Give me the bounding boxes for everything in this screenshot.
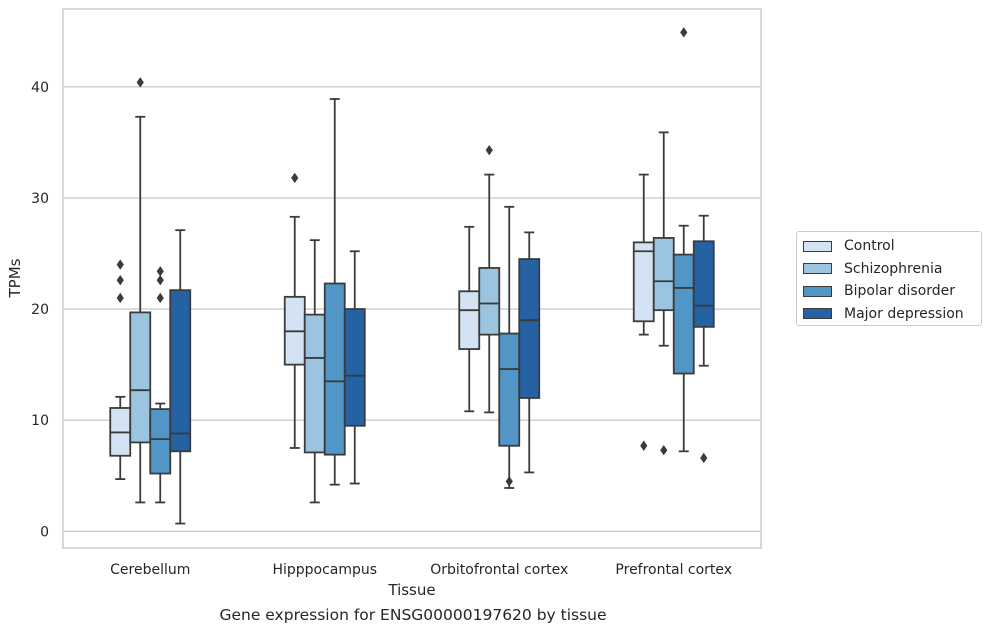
iqr-box xyxy=(129,311,152,444)
outlier-point xyxy=(116,292,124,304)
iqr-box xyxy=(458,290,481,350)
x-tick-label: Orbitofrontal cortex xyxy=(430,562,568,578)
y-tick-label: 30 xyxy=(31,191,49,207)
plot-area-frame xyxy=(62,8,762,549)
box-control-2 xyxy=(458,225,481,413)
outlier-point xyxy=(505,476,513,487)
outlier-point xyxy=(485,144,493,156)
x-tick-label: Cerebellum xyxy=(110,562,190,578)
box-major-depression-2 xyxy=(518,231,541,474)
outlier-point xyxy=(156,274,164,286)
iqr-box xyxy=(149,408,172,475)
outlier-point xyxy=(700,452,708,464)
box-control-3 xyxy=(632,173,655,451)
legend-item: Control xyxy=(803,235,981,258)
legend-label: Major depression xyxy=(844,305,964,322)
x-tick-labels: Cerebellum Hipppocampus Orbitofrontal cort… xyxy=(110,562,732,578)
box-bipolar-disorder-2 xyxy=(498,205,521,489)
x-axis-label: Tissue xyxy=(387,581,435,599)
box-major-depression-3 xyxy=(692,214,715,464)
iqr-box xyxy=(672,253,695,375)
box-bipolar-disorder-1 xyxy=(323,98,346,486)
y-tick-labels: 0 10 20 30 40 xyxy=(31,80,49,541)
iqr-box xyxy=(343,308,366,427)
outlier-point xyxy=(680,27,688,38)
y-tick-label: 0 xyxy=(40,524,49,540)
iqr-box xyxy=(652,237,675,312)
iqr-box xyxy=(692,240,715,328)
iqr-box xyxy=(518,258,541,399)
x-tick-label: Hipppocampus xyxy=(272,562,377,578)
legend-label: Control xyxy=(844,238,895,255)
iqr-box xyxy=(169,289,192,453)
chart-caption: Gene expression for ENSG00000197620 by t… xyxy=(219,606,607,624)
x-tick-label: Prefrontal cortex xyxy=(615,562,732,578)
box-schizophrenia-0 xyxy=(129,77,152,504)
box-schizophrenia-3 xyxy=(652,131,675,456)
outlier-point xyxy=(660,445,668,456)
box-schizophrenia-1 xyxy=(303,239,326,504)
box-groups xyxy=(109,27,715,525)
y-tick-label: 20 xyxy=(31,302,49,318)
iqr-box xyxy=(323,282,346,456)
iqr-box xyxy=(303,313,326,454)
outlier-point xyxy=(156,292,164,304)
y-tick-label: 40 xyxy=(31,80,49,96)
outlier-point xyxy=(136,77,144,88)
box-bipolar-disorder-3 xyxy=(672,27,695,453)
box-major-depression-0 xyxy=(169,229,192,525)
legend-swatch xyxy=(803,263,832,275)
iqr-box xyxy=(478,267,501,336)
legend-item: Major depression xyxy=(803,303,981,326)
outlier-point xyxy=(291,172,299,184)
iqr-box xyxy=(498,332,521,447)
outlier-point xyxy=(116,274,124,286)
iqr-box xyxy=(632,241,655,323)
box-major-depression-1 xyxy=(343,250,366,485)
box-control-1 xyxy=(283,172,306,449)
box-control-0 xyxy=(109,259,132,480)
legend-swatch xyxy=(803,240,832,252)
legend-label: Schizophrenia xyxy=(844,260,943,277)
legend-swatch xyxy=(803,285,832,297)
box-bipolar-disorder-0 xyxy=(149,266,172,504)
legend: Control Schizophrenia Bipolar disorder Majo… xyxy=(796,231,982,326)
legend-swatch xyxy=(803,308,832,320)
outlier-point xyxy=(116,259,124,270)
legend-item: Bipolar disorder xyxy=(803,280,981,303)
legend-item: Schizophrenia xyxy=(803,258,981,281)
outlier-point xyxy=(156,266,164,277)
y-tick-label: 10 xyxy=(31,413,49,429)
y-axis-label: TPMs xyxy=(6,258,24,298)
box-schizophrenia-2 xyxy=(478,144,501,414)
outlier-point xyxy=(640,440,648,451)
legend-label: Bipolar disorder xyxy=(844,283,956,300)
